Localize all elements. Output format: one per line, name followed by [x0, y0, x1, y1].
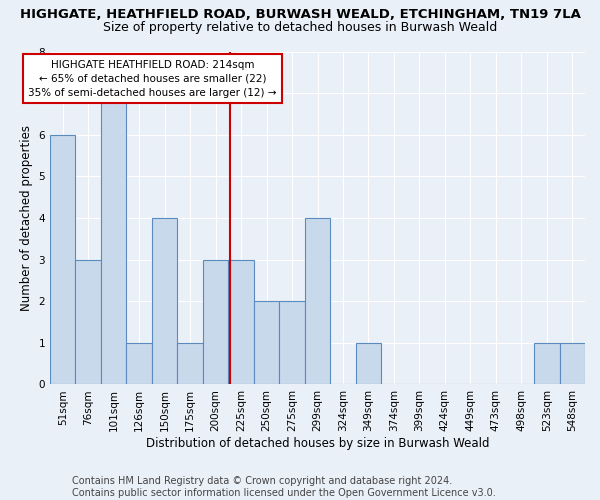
- Bar: [254, 301, 279, 384]
- Bar: [178, 343, 203, 384]
- Bar: [76, 260, 101, 384]
- Bar: [50, 134, 76, 384]
- Bar: [101, 93, 127, 384]
- Bar: [279, 301, 305, 384]
- Y-axis label: Number of detached properties: Number of detached properties: [20, 125, 33, 311]
- Bar: [127, 343, 152, 384]
- Text: HIGHGATE, HEATHFIELD ROAD, BURWASH WEALD, ETCHINGHAM, TN19 7LA: HIGHGATE, HEATHFIELD ROAD, BURWASH WEALD…: [20, 8, 580, 20]
- Text: Contains HM Land Registry data © Crown copyright and database right 2024.
Contai: Contains HM Land Registry data © Crown c…: [72, 476, 496, 498]
- Text: HIGHGATE HEATHFIELD ROAD: 214sqm
← 65% of detached houses are smaller (22)
35% o: HIGHGATE HEATHFIELD ROAD: 214sqm ← 65% o…: [28, 60, 277, 98]
- Bar: [229, 260, 254, 384]
- Bar: [534, 343, 560, 384]
- Bar: [356, 343, 381, 384]
- X-axis label: Distribution of detached houses by size in Burwash Weald: Distribution of detached houses by size …: [146, 437, 489, 450]
- Bar: [560, 343, 585, 384]
- Bar: [152, 218, 178, 384]
- Bar: [305, 218, 330, 384]
- Text: Size of property relative to detached houses in Burwash Weald: Size of property relative to detached ho…: [103, 21, 497, 34]
- Bar: [203, 260, 229, 384]
